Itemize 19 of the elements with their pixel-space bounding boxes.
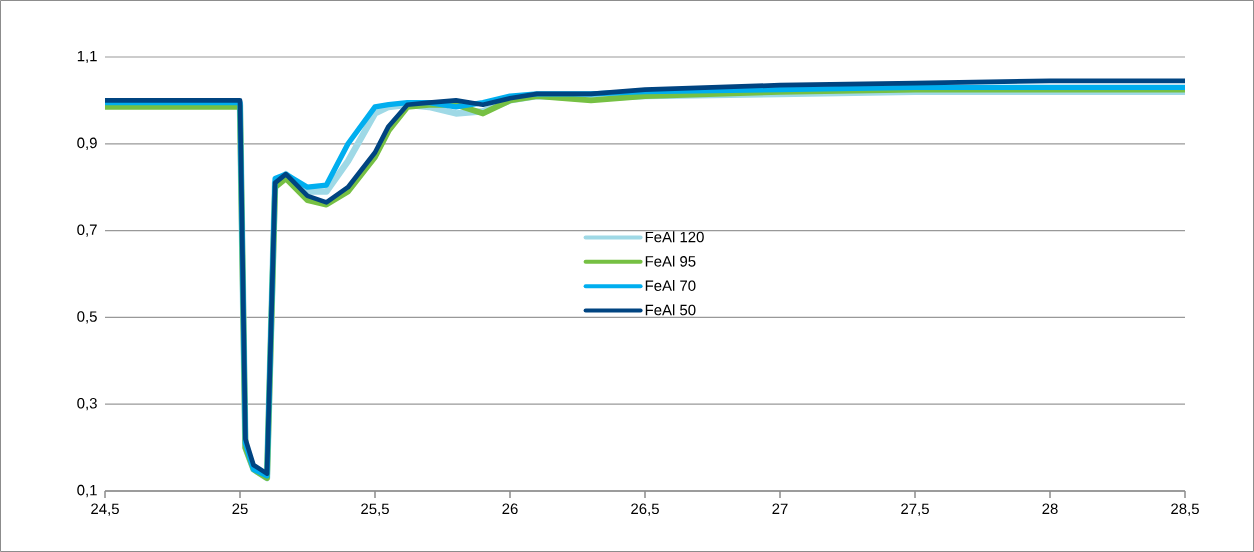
x-tick-label: 24,5 bbox=[91, 503, 119, 516]
x-tick-label: 27 bbox=[772, 503, 788, 514]
y-tick-label: 0,1 bbox=[77, 484, 97, 498]
legend-label: FeAl 70 bbox=[645, 279, 696, 291]
y-tick-label: 1,1 bbox=[77, 50, 97, 64]
x-tick-label: 26,5 bbox=[631, 503, 659, 516]
y-tick-label: 0,9 bbox=[77, 137, 97, 150]
y-tick-label: 0,7 bbox=[77, 224, 97, 237]
legend-label: FeAl 95 bbox=[645, 255, 696, 267]
x-tick-label: 25 bbox=[232, 503, 248, 515]
x-tick-label: 26 bbox=[502, 503, 518, 515]
legend-label: FeAl 50 bbox=[645, 304, 696, 316]
x-tick-label: 27,5 bbox=[901, 503, 929, 516]
y-tick-label: 0,3 bbox=[77, 398, 97, 411]
x-tick-label: 25,5 bbox=[361, 503, 389, 516]
x-tick-label: 28,5 bbox=[1171, 503, 1199, 516]
legend-label: FeAl 120 bbox=[645, 231, 704, 243]
x-tick-label: 28 bbox=[1042, 503, 1058, 515]
y-tick-label: 0,5 bbox=[77, 311, 97, 324]
